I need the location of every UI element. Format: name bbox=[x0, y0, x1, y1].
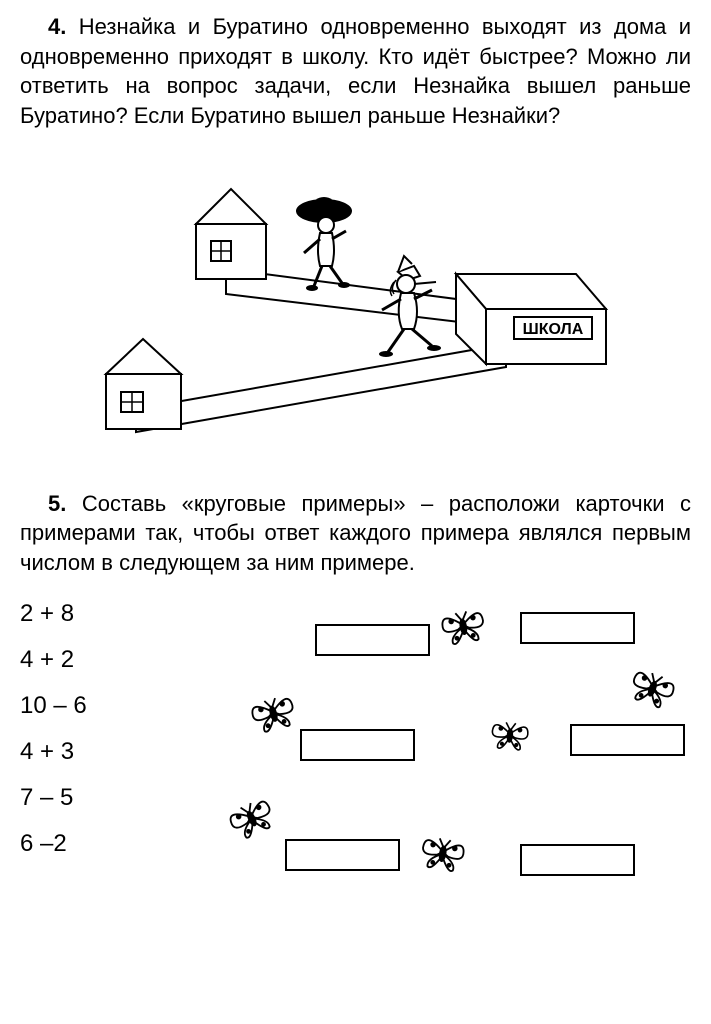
answer-slot[interactable] bbox=[300, 729, 415, 761]
problem-5: 5. Составь «круговые примеры» – располож… bbox=[20, 489, 691, 894]
problem-4-body: Незнайка и Буратино одновременно выходят… bbox=[20, 14, 691, 128]
problem-5-workarea: 2 + 8 4 + 2 10 – 6 4 + 3 7 – 5 6 –2 bbox=[20, 594, 691, 894]
problem-5-number: 5. bbox=[48, 491, 66, 516]
expression-5: 7 – 5 bbox=[20, 786, 190, 810]
expression-1: 2 + 8 bbox=[20, 602, 190, 626]
answer-slot[interactable] bbox=[520, 612, 635, 644]
butterfly-icon bbox=[250, 689, 296, 740]
expression-2: 4 + 2 bbox=[20, 648, 190, 672]
butterfly-icon bbox=[420, 829, 466, 880]
circular-arrangement bbox=[190, 594, 691, 894]
problem-4-text: 4. Незнайка и Буратино одновременно выхо… bbox=[20, 12, 691, 131]
answer-slot[interactable] bbox=[520, 844, 635, 876]
problem-5-body: Составь «круговые примеры» – расположи к… bbox=[20, 491, 691, 575]
butterfly-icon bbox=[440, 602, 486, 653]
problem-5-text: 5. Составь «круговые примеры» – располож… bbox=[20, 489, 691, 578]
answer-slot[interactable] bbox=[315, 624, 430, 656]
house-buratino bbox=[106, 339, 181, 429]
answer-slot[interactable] bbox=[285, 839, 400, 871]
problem-4: 4. Незнайка и Буратино одновременно выхо… bbox=[20, 12, 691, 449]
problem-4-number: 4. bbox=[48, 14, 66, 39]
butterfly-icon bbox=[630, 664, 676, 715]
butterfly-icon bbox=[490, 714, 530, 759]
problem-4-illustration: ШКОЛА bbox=[20, 149, 691, 449]
walk-to-school-svg: ШКОЛА bbox=[76, 149, 636, 449]
expression-list: 2 + 8 4 + 2 10 – 6 4 + 3 7 – 5 6 –2 bbox=[20, 594, 190, 894]
expression-6: 6 –2 bbox=[20, 832, 190, 856]
neznaika-figure bbox=[296, 197, 352, 291]
answer-slot[interactable] bbox=[570, 724, 685, 756]
house-neznaika bbox=[196, 189, 266, 279]
butterfly-icon bbox=[228, 794, 274, 845]
expression-3: 10 – 6 bbox=[20, 694, 190, 718]
school-building: ШКОЛА bbox=[456, 274, 606, 364]
expression-4: 4 + 3 bbox=[20, 740, 190, 764]
school-label: ШКОЛА bbox=[522, 321, 583, 338]
